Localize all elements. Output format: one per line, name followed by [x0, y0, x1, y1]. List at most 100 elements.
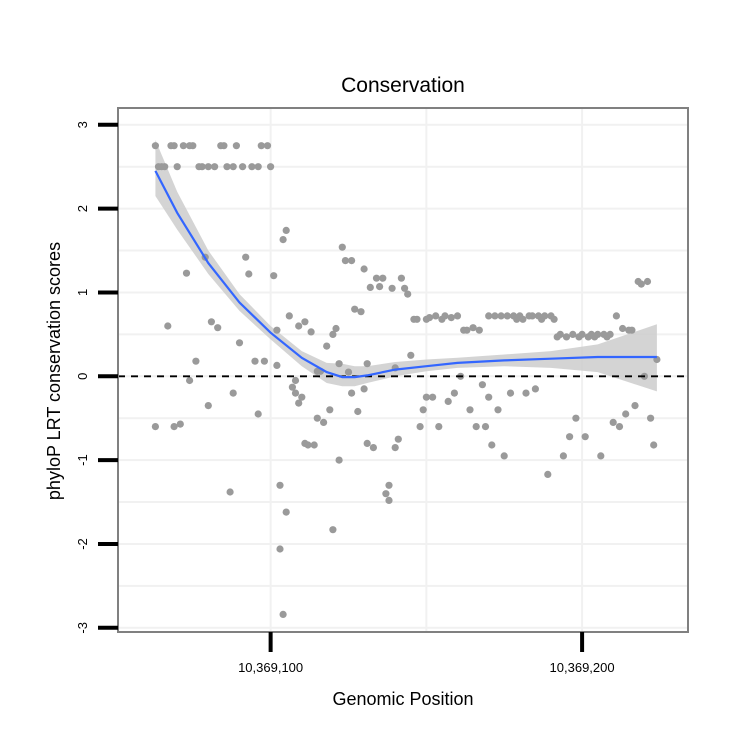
- y-tick-label: 2: [75, 205, 90, 212]
- data-point: [232, 142, 240, 150]
- data-point: [372, 274, 381, 282]
- data-point: [313, 414, 321, 422]
- data-points: [151, 142, 661, 619]
- data-point: [170, 142, 178, 150]
- panel-border: [117, 107, 689, 633]
- data-point: [472, 423, 480, 431]
- data-point: [220, 142, 228, 150]
- data-point: [291, 389, 300, 397]
- data-point: [569, 330, 577, 338]
- data-point: [597, 452, 605, 460]
- x-tick-label: 10,369,100: [238, 660, 303, 675]
- data-point: [282, 226, 290, 234]
- data-point: [388, 284, 396, 292]
- data-point: [257, 142, 265, 150]
- data-point: [341, 257, 349, 265]
- y-tick-label: 1: [75, 289, 90, 296]
- data-point: [531, 385, 540, 393]
- data-point: [572, 414, 580, 422]
- data-point: [354, 407, 362, 416]
- data-point: [562, 333, 571, 341]
- data-point: [404, 290, 412, 298]
- data-point: [344, 368, 353, 376]
- data-point: [522, 389, 530, 397]
- data-point: [416, 423, 424, 431]
- data-point: [478, 381, 486, 389]
- data-point: [637, 280, 645, 288]
- data-point: [619, 324, 627, 333]
- confidence-band: [155, 139, 657, 392]
- data-point: [179, 142, 187, 150]
- data-point: [323, 342, 331, 350]
- data-point: [628, 326, 636, 334]
- data-point: [394, 435, 402, 443]
- data-point: [189, 142, 197, 150]
- data-point: [594, 330, 602, 338]
- data-point: [435, 423, 443, 431]
- data-point: [469, 324, 477, 332]
- data-point: [161, 163, 169, 171]
- data-point: [606, 330, 614, 338]
- data-point: [497, 312, 505, 320]
- data-point: [541, 312, 549, 320]
- data-point: [254, 410, 262, 418]
- data-point: [609, 418, 617, 426]
- data-point: [204, 402, 212, 410]
- data-point: [650, 441, 658, 449]
- data-point: [491, 312, 499, 320]
- data-point: [192, 357, 200, 365]
- data-point: [581, 433, 589, 441]
- data-point: [556, 330, 564, 338]
- data-point: [226, 488, 234, 496]
- data-point: [385, 481, 393, 489]
- y-tick-label: 3: [75, 121, 90, 128]
- data-point: [444, 397, 452, 405]
- data-point: [214, 324, 222, 332]
- data-point: [475, 326, 483, 334]
- data-point: [369, 444, 377, 452]
- data-point: [485, 393, 493, 401]
- data-point: [419, 406, 427, 414]
- data-point: [463, 326, 471, 334]
- data-point: [391, 444, 399, 452]
- data-point: [550, 315, 558, 323]
- data-point: [643, 277, 652, 286]
- data-point: [151, 423, 159, 431]
- data-point: [273, 326, 281, 334]
- data-point: [450, 389, 458, 397]
- data-point: [441, 312, 449, 320]
- data-point: [229, 389, 237, 397]
- data-point: [528, 312, 536, 320]
- data-point: [363, 439, 371, 447]
- data-point: [357, 308, 365, 316]
- x-axis-title: Genomic Position: [332, 689, 473, 709]
- data-point: [273, 361, 281, 369]
- data-point: [295, 399, 303, 407]
- data-point: [304, 441, 312, 449]
- data-point: [207, 318, 215, 326]
- data-point: [615, 423, 624, 431]
- data-point: [578, 330, 586, 338]
- data-point: [332, 324, 340, 333]
- data-point: [335, 360, 343, 368]
- y-tick-label: -3: [75, 622, 90, 634]
- data-point: [376, 283, 384, 291]
- data-point: [291, 376, 300, 385]
- x-axis: 10,369,100 10,369,200: [238, 632, 615, 675]
- data-point: [447, 314, 455, 322]
- data-point: [366, 283, 374, 291]
- data-point: [254, 163, 262, 171]
- data-point: [301, 318, 309, 326]
- data-point: [647, 414, 655, 422]
- y-tick-label: 0: [75, 373, 90, 380]
- data-point: [251, 357, 259, 365]
- data-point: [279, 236, 287, 244]
- data-point: [348, 257, 356, 265]
- data-point: [288, 383, 296, 391]
- data-point: [429, 393, 437, 401]
- data-point: [173, 163, 181, 171]
- data-point: [466, 406, 474, 414]
- data-point: [211, 163, 219, 171]
- data-point: [204, 163, 212, 171]
- data-point: [382, 490, 390, 498]
